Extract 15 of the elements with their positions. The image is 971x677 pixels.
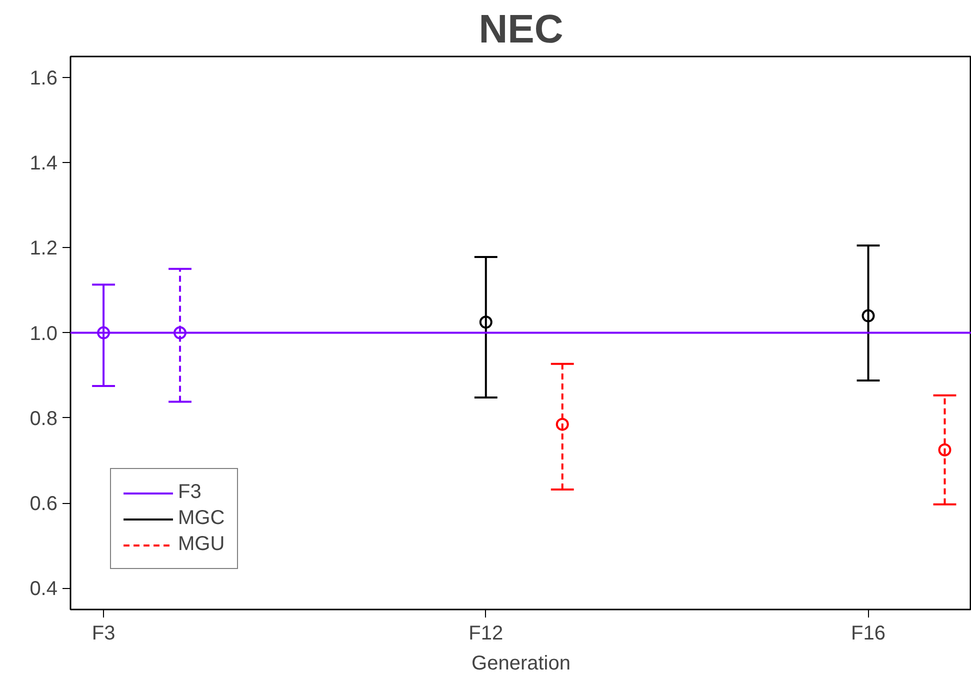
chart-title: NEC (478, 8, 564, 52)
y-tick-label: 1.6 (30, 67, 58, 90)
x-tick-label: F12 (468, 622, 504, 644)
y-tick-label: 1.4 (30, 152, 58, 174)
legend-label: MGC (178, 507, 225, 530)
y-tick-label: 0.6 (30, 493, 58, 516)
y-tick-label: 1.2 (30, 238, 58, 260)
legend-label: F3 (178, 481, 202, 504)
y-tick-label: 0.8 (30, 408, 58, 430)
x-tick-label: F3 (92, 622, 116, 644)
x-axis-title: Generation (472, 652, 570, 674)
y-tick-label: 1.0 (30, 322, 58, 345)
y-tick-label: 0.4 (30, 578, 58, 600)
x-tick-label: F16 (851, 622, 886, 644)
legend-label: MGU (178, 533, 225, 556)
